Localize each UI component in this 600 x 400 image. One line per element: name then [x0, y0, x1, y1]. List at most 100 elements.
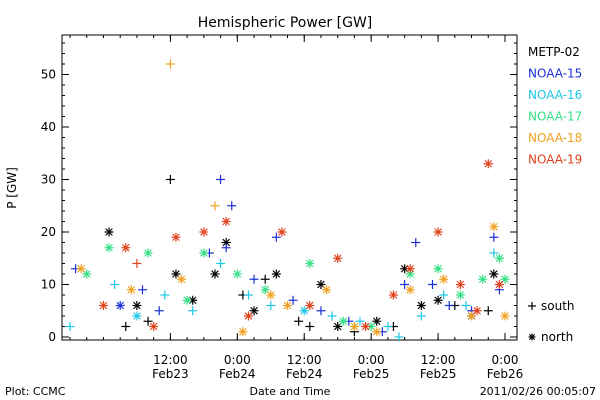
x-axis-label: Date and Time [250, 385, 331, 398]
data-point [132, 311, 142, 321]
data-point [221, 238, 231, 247]
legend-entry: NOAA-18 [528, 131, 582, 145]
data-point [65, 322, 75, 331]
data-point [132, 301, 142, 310]
data-point [238, 327, 248, 337]
data-point [243, 290, 253, 300]
data-point [494, 280, 504, 289]
plot-area-frame [61, 34, 518, 341]
data-point [333, 253, 343, 263]
y-axis: 0 10 20 30 40 50 [41, 42, 517, 344]
data-point [283, 301, 292, 310]
data-point [121, 322, 131, 331]
data-point [316, 306, 326, 316]
x-tick-date-label: Feb26 [487, 367, 524, 381]
hemisphere-legend-entry: south [528, 299, 575, 313]
data-point [171, 232, 181, 242]
data-point [115, 301, 125, 310]
data-point [416, 311, 426, 321]
y-tick-label: 10 [41, 278, 56, 292]
data-point [126, 285, 136, 295]
data-point [76, 264, 86, 274]
data-point [149, 322, 159, 331]
hemisphere-legend-label: north [541, 330, 573, 344]
data-point [154, 306, 164, 316]
y-tick-label: 20 [41, 225, 56, 239]
data-point [494, 253, 504, 263]
x-tick-time-label: 0:00 [492, 353, 519, 367]
plot-source: Plot: CCMC [5, 385, 66, 398]
data-point [405, 285, 415, 295]
data-point [305, 259, 315, 268]
x-tick-date-label: Feb25 [420, 367, 457, 381]
x-tick-time-label: 12:00 [153, 353, 188, 367]
series-legend: METP-02 NOAA-15 NOAA-16 NOAA-17 NOAA-18 NOAA-… [528, 45, 582, 167]
data-point [227, 201, 237, 211]
data-point [177, 274, 187, 284]
data-point [372, 327, 382, 337]
data-point [143, 248, 153, 258]
data-point [266, 301, 276, 310]
legend-entry: NOAA-17 [528, 110, 582, 124]
data-point [121, 243, 131, 253]
data-point [165, 59, 175, 69]
data-point [472, 306, 482, 316]
data-point [165, 175, 175, 184]
hemisphere-legend-label: south [541, 299, 575, 313]
x-tick-time-label: 12:00 [287, 353, 322, 367]
data-point [98, 301, 108, 310]
x-tick-time-label: 0:00 [224, 353, 251, 367]
data-point [489, 232, 499, 242]
plot-timestamp: 2011/02/26 00:05:07 [480, 385, 596, 398]
data-point [461, 301, 471, 310]
data-point [305, 301, 315, 310]
y-tick-label: 40 [41, 120, 56, 134]
data-point [232, 269, 242, 279]
data-point [489, 248, 499, 258]
data-point [400, 280, 410, 289]
data-point [361, 322, 371, 331]
data-point [349, 322, 359, 331]
data-point [489, 222, 499, 232]
data-point [405, 264, 415, 274]
data-point [411, 238, 421, 247]
data-point [428, 280, 437, 289]
y-axis-label: P [GW] [5, 167, 19, 209]
data-point [271, 232, 281, 242]
data-point [216, 259, 226, 268]
data-point [288, 295, 298, 305]
y-tick-label: 0 [48, 330, 56, 344]
data-point [366, 322, 376, 331]
legend-entry: NOAA-19 [528, 153, 582, 167]
data-point [271, 269, 281, 279]
data-point [110, 280, 120, 289]
data-point [416, 301, 426, 310]
data-point [160, 290, 170, 300]
hemisphere-legend-entry: north [528, 330, 573, 344]
data-point [221, 243, 231, 253]
data-point [483, 159, 493, 169]
data-point [327, 311, 337, 321]
data-point [478, 274, 488, 284]
data-point [433, 227, 443, 237]
data-point [182, 295, 192, 305]
data-point [199, 248, 209, 258]
data-point [433, 264, 443, 274]
data-point [243, 311, 253, 321]
data-point [210, 269, 220, 279]
data-point [199, 227, 209, 237]
x-tick-date-label: Feb24 [286, 367, 323, 381]
data-point [483, 306, 493, 316]
legend-entry: NOAA-16 [528, 88, 582, 102]
x-tick-time-label: 12:00 [421, 353, 456, 367]
data-point [322, 285, 332, 295]
data-point [455, 290, 465, 300]
hemisphere-legend: south north [528, 299, 575, 344]
data-point [489, 269, 499, 279]
data-point [266, 290, 276, 300]
x-axis: 12:00Feb230:00Feb2412:00Feb240:00Feb2512… [69, 35, 524, 381]
data-point [383, 322, 393, 331]
data-point [104, 243, 114, 253]
data-point [143, 316, 153, 326]
